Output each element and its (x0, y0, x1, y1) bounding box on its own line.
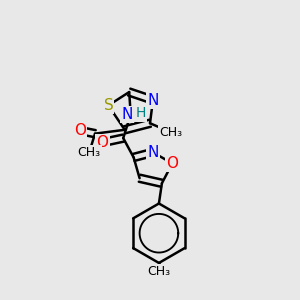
Text: O: O (166, 156, 178, 171)
Text: O: O (74, 123, 86, 138)
Text: N: N (121, 107, 133, 122)
Text: CH₃: CH₃ (147, 266, 170, 278)
Text: CH₃: CH₃ (159, 126, 182, 139)
Text: CH₃: CH₃ (77, 146, 101, 160)
Text: S: S (103, 98, 113, 113)
Text: H: H (135, 106, 146, 120)
Text: O: O (96, 135, 108, 150)
Text: N: N (147, 145, 159, 160)
Text: N: N (147, 93, 159, 108)
